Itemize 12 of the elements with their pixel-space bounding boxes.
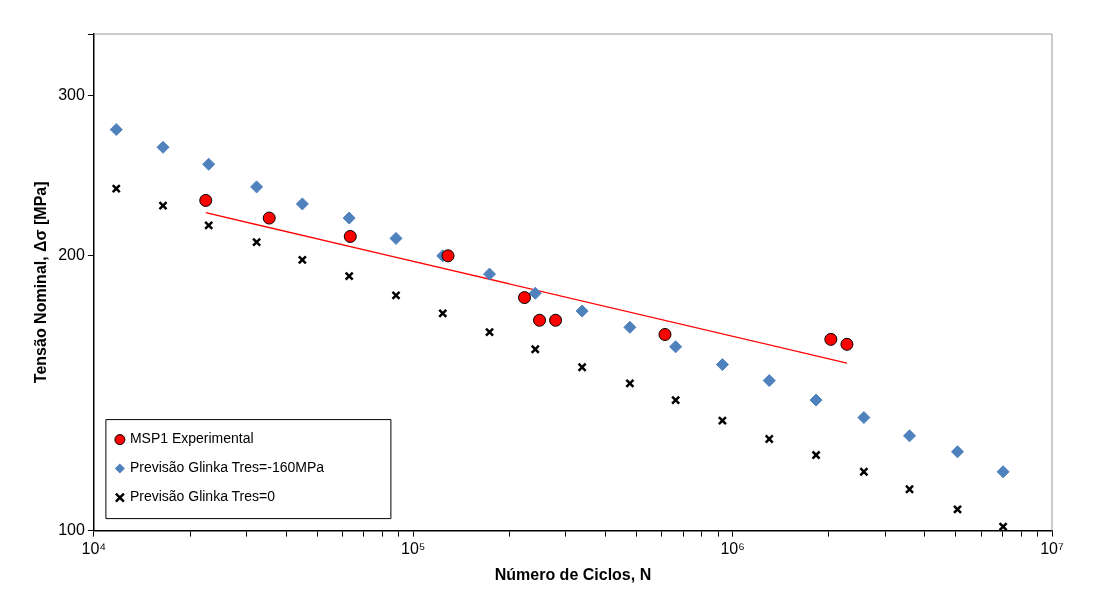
y-tick-label: 300	[58, 85, 85, 103]
x-tick-label: 10⁴	[81, 539, 107, 557]
y-tick-label: 100	[58, 521, 85, 539]
x-tick-label: 10⁶	[720, 539, 745, 557]
x-tick-label: 10⁵	[401, 539, 426, 557]
legend-label: Previsão Glinka Tres=0	[129, 488, 276, 505]
x-tick-label: 10⁷	[1040, 539, 1064, 557]
x-axis-title: Número de Ciclos, N	[494, 565, 652, 583]
y-tick-label: 200	[58, 246, 85, 264]
legend-label: MSP1 Experimental	[129, 430, 254, 447]
y-axis-title: Tensão Nominal, Δσ [MPa]	[32, 181, 50, 384]
legend-label: Previsão Glinka Tres=-160MPa	[129, 459, 325, 476]
